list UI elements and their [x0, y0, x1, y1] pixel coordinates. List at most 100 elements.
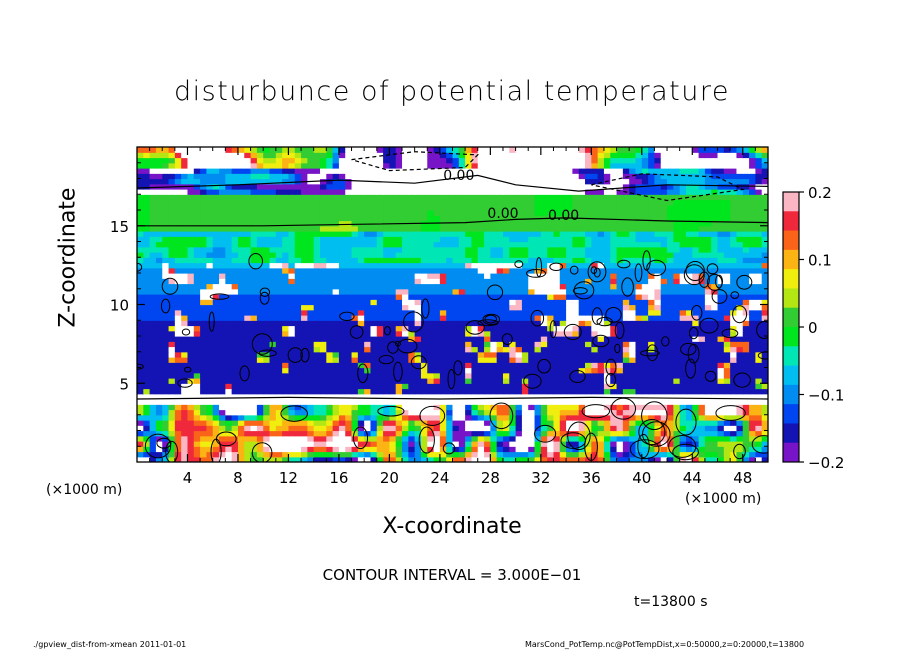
heatmap-cell	[143, 367, 151, 374]
heatmap-cell	[610, 456, 618, 462]
heatmap-cell	[484, 210, 491, 216]
heatmap-cell	[326, 294, 334, 300]
heatmap-cell	[402, 430, 409, 437]
heatmap-cell	[389, 299, 397, 306]
heatmap-cell	[187, 231, 195, 237]
heatmap-cell	[465, 372, 473, 379]
heatmap-cell	[704, 420, 712, 426]
heatmap-cell	[679, 220, 687, 227]
heatmap-cell	[181, 409, 189, 416]
heatmap-cell	[200, 299, 208, 306]
heatmap-cell	[528, 378, 536, 384]
heatmap-cell	[275, 456, 283, 462]
heatmap-cell	[155, 299, 163, 306]
heatmap-cell	[484, 430, 491, 437]
heatmap-cell	[269, 388, 277, 395]
heatmap-cell	[269, 456, 277, 462]
heatmap-cell	[143, 330, 151, 337]
heatmap-cell	[345, 330, 353, 337]
heatmap-cell	[433, 252, 441, 258]
heatmap-cell	[256, 320, 264, 327]
heatmap-cell	[465, 262, 473, 269]
heatmap-cell	[572, 388, 580, 395]
heatmap-cell	[269, 357, 277, 363]
heatmap-cell	[174, 215, 182, 222]
heatmap-cell	[458, 456, 466, 462]
heatmap-cell	[212, 320, 220, 327]
heatmap-cell	[288, 220, 296, 227]
heatmap-cell	[755, 273, 763, 279]
heatmap-cell	[326, 341, 334, 348]
heatmap-cell	[509, 357, 517, 363]
heatmap-cell	[755, 288, 763, 295]
heatmap-cell	[174, 351, 182, 358]
heatmap-cell	[673, 435, 681, 442]
heatmap-cell	[484, 404, 491, 411]
heatmap-cell	[174, 278, 182, 285]
heatmap-cell	[698, 225, 706, 232]
heatmap-cell	[616, 341, 624, 348]
heatmap-cell	[351, 273, 359, 279]
heatmap-cell	[679, 451, 687, 458]
heatmap-cell	[654, 456, 662, 462]
heatmap-cell	[137, 257, 144, 264]
heatmap-cell	[540, 220, 548, 227]
heatmap-cell	[408, 425, 416, 432]
heatmap-cell	[559, 325, 567, 332]
heatmap-cell	[206, 252, 214, 258]
heatmap-cell	[250, 414, 258, 421]
heatmap-cell	[679, 241, 687, 248]
heatmap-cell	[269, 204, 277, 211]
heatmap-cell	[231, 241, 239, 248]
heatmap-cell	[755, 456, 763, 462]
heatmap-cell	[263, 246, 271, 253]
heatmap-cell	[704, 341, 712, 348]
heatmap-cell	[219, 204, 226, 211]
heatmap-cell	[395, 273, 403, 279]
heatmap-cell	[439, 299, 447, 306]
heatmap-cell	[458, 430, 466, 437]
heatmap-cell	[414, 336, 422, 342]
heatmap-cell	[509, 252, 517, 258]
heatmap-cell	[698, 336, 706, 342]
heatmap-cell	[143, 383, 151, 390]
heatmap-cell	[301, 320, 308, 327]
heatmap-cell	[193, 283, 201, 290]
heatmap-cell	[654, 231, 662, 237]
heatmap-cell	[610, 336, 618, 342]
heatmap-cell	[313, 199, 321, 206]
heatmap-cell	[679, 225, 687, 232]
heatmap-cell	[692, 241, 700, 248]
heatmap-cell	[749, 420, 756, 426]
heatmap-cell	[433, 241, 441, 248]
heatmap-cell	[149, 288, 157, 295]
heatmap-cell	[282, 278, 290, 285]
heatmap-cell	[528, 414, 536, 421]
heatmap-cell	[509, 278, 517, 285]
heatmap-cell	[219, 262, 226, 269]
heatmap-cell	[137, 441, 144, 447]
heatmap-cell	[301, 393, 308, 400]
heatmap-cell	[610, 451, 618, 458]
heatmap-cell	[301, 304, 308, 311]
heatmap-cell	[338, 372, 346, 379]
heatmap-cell	[332, 435, 340, 442]
heatmap-cell	[673, 404, 681, 411]
heatmap-cell	[162, 420, 170, 426]
heatmap-cell	[414, 236, 422, 243]
heatmap-cell	[231, 367, 239, 374]
heatmap-cell	[742, 336, 750, 342]
heatmap-cell	[597, 409, 605, 416]
heatmap-cell	[679, 299, 687, 306]
heatmap-cell	[629, 435, 637, 442]
heatmap-cell	[667, 383, 674, 390]
heatmap-cell	[509, 304, 517, 311]
heatmap-cell	[408, 299, 416, 306]
heatmap-cell	[376, 204, 384, 211]
heatmap-cell	[591, 357, 599, 363]
heatmap-cell	[219, 225, 226, 232]
heatmap-cell	[490, 346, 498, 353]
heatmap-cell	[364, 204, 372, 211]
heatmap-cell	[162, 220, 170, 227]
heatmap-cell	[502, 383, 510, 390]
